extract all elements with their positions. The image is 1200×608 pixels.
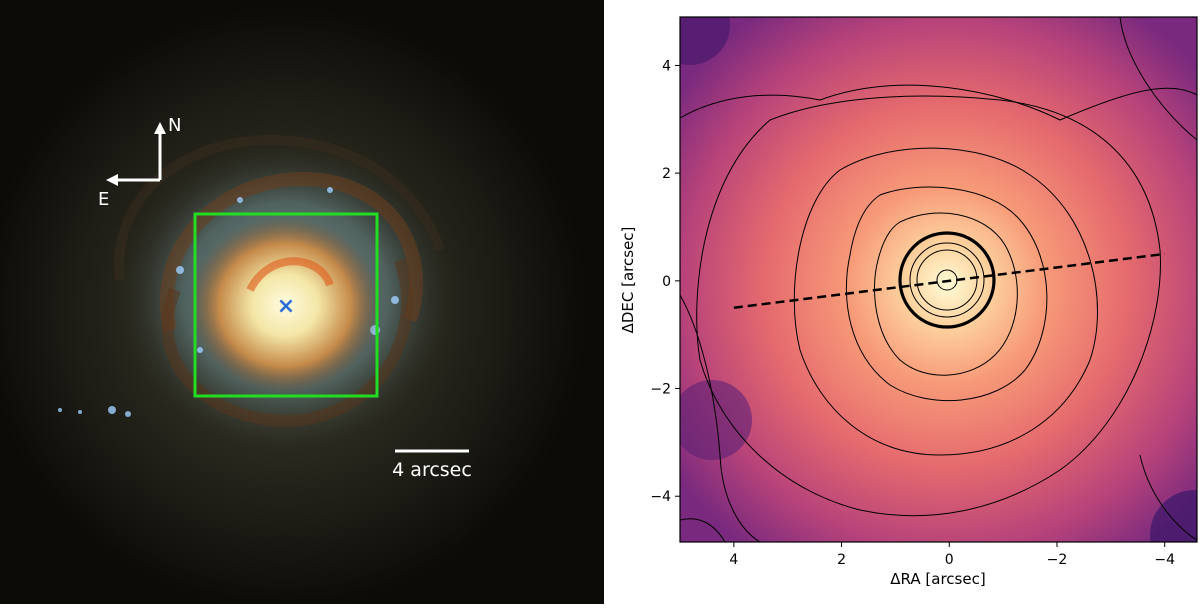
ring-contour	[898, 231, 996, 329]
y-tick-label: 2	[662, 166, 671, 182]
nucleus-marker: ×	[277, 294, 295, 319]
x-tick-label: 0	[945, 552, 954, 568]
y-tick-label: −2	[650, 382, 671, 398]
north-label: N	[168, 115, 181, 136]
intensity-colormap	[680, 17, 1197, 542]
x-axis: 4 2 0 −2 −4	[729, 542, 1175, 568]
dashed-line	[733, 252, 1165, 310]
contour-lines	[680, 17, 1197, 542]
y-tick-label: 0	[662, 274, 671, 290]
y-tick-label: 4	[662, 58, 671, 74]
plot-frame	[679, 16, 1198, 543]
x-axis-label: ΔRA [arcsec]	[890, 570, 985, 588]
intensity-map: 4 2 0 −2 −4 −4 −2 0 2 4 ΔRA [arcsec] ΔDEC [arcse…	[619, 16, 1198, 588]
scale-bar-label: 4 arcsec	[392, 459, 472, 481]
x-tick-label: −4	[1154, 552, 1175, 568]
east-arrowhead	[106, 174, 118, 186]
east-label: E	[98, 189, 109, 210]
y-axis-label: ΔDEC [arcsec]	[619, 227, 637, 334]
x-tick-label: 2	[837, 552, 846, 568]
y-axis: −4 −2 0 2 4	[650, 58, 680, 505]
north-arrowhead	[154, 122, 166, 134]
x-tick-label: −2	[1047, 552, 1068, 568]
x-tick-label: 4	[729, 552, 738, 568]
intensity-map-panel: 4 2 0 −2 −4 −4 −2 0 2 4 ΔRA [arcsec] ΔDEC [arcse…	[604, 0, 1200, 604]
galaxy-image: N E × 4 arcsec	[0, 0, 604, 604]
y-tick-label: −4	[650, 489, 671, 505]
galaxy-image-panel: N E × 4 arcsec	[0, 0, 604, 604]
zoom-box	[193, 212, 379, 398]
